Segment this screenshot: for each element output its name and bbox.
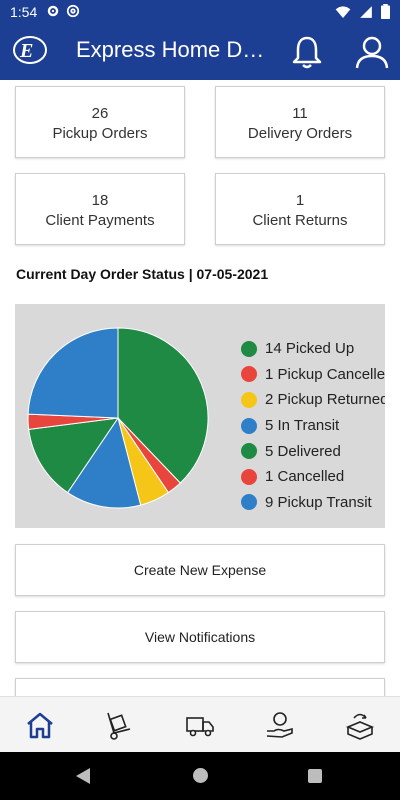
- legend-dot: [241, 468, 257, 485]
- section-title: Current Day Order Status | 07-05-2021: [16, 266, 269, 282]
- user-icon[interactable]: [354, 34, 390, 70]
- gear-icon: [47, 5, 59, 17]
- status-bar: 1:54: [0, 0, 400, 24]
- legend-label: 5 Delivered: [265, 442, 341, 460]
- card-count: 1: [295, 192, 305, 209]
- logo-icon[interactable]: E: [12, 32, 48, 68]
- battery-icon: [381, 4, 390, 19]
- card-label: Pickup Orders: [52, 125, 148, 142]
- legend-item-2: 2 Pickup Returned: [241, 387, 385, 413]
- legend-item-1: 1 Pickup Cancelled: [241, 362, 385, 388]
- legend-label: 1 Pickup Cancelled: [265, 365, 385, 383]
- order-status-chart: 14 Picked Up 1 Pickup Cancelled 2 Pickup R…: [15, 304, 385, 528]
- view-notifications-button[interactable]: View Notifications: [15, 611, 385, 663]
- legend-item-5: 1 Cancelled: [241, 464, 385, 490]
- payment-icon[interactable]: [264, 709, 296, 741]
- recents-icon[interactable]: [308, 769, 322, 783]
- status-time: 1:54: [10, 4, 38, 20]
- app-title: Express Home Delivery: [76, 37, 276, 62]
- legend-dot: [241, 391, 257, 408]
- legend-label: 14 Picked Up: [265, 340, 355, 358]
- delivery-orders-card[interactable]: 11 Delivery Orders: [215, 86, 385, 158]
- bell-icon[interactable]: [290, 34, 324, 70]
- legend-label: 9 Pickup Transit: [265, 493, 372, 511]
- card-count: 11: [292, 105, 308, 122]
- back-icon[interactable]: [76, 768, 90, 784]
- signal-icon: [360, 5, 372, 18]
- svg-text:E: E: [19, 40, 33, 62]
- legend-item-4: 5 Delivered: [241, 438, 385, 464]
- legend-dot: [241, 340, 257, 357]
- pie-slice-3: [66, 416, 142, 509]
- hand-truck-icon[interactable]: [104, 709, 136, 741]
- legend-dot: [241, 366, 257, 383]
- at-icon: [66, 4, 80, 18]
- wifi-icon: [335, 5, 351, 18]
- legend-dot: [241, 443, 257, 460]
- system-navigation-bar: [0, 752, 400, 800]
- create-expense-button[interactable]: Create New Expense: [15, 544, 385, 596]
- card-count: 18: [91, 192, 109, 209]
- bottom-navigation: [0, 696, 400, 753]
- home-button-icon[interactable]: [193, 768, 208, 783]
- legend-item-3: 5 In Transit: [241, 413, 385, 439]
- pie-slice-6: [27, 327, 119, 419]
- chart-legend: 14 Picked Up 1 Pickup Cancelled 2 Pickup R…: [241, 336, 385, 515]
- pie-slice-0: [117, 327, 209, 484]
- card-label: Client Payments: [45, 212, 155, 229]
- pickup-orders-card[interactable]: 26 Pickup Orders: [15, 86, 185, 158]
- legend-dot: [241, 494, 257, 511]
- app-bar: E Express Home Delivery: [0, 24, 400, 80]
- pie-chart: [27, 327, 209, 509]
- legend-label: 5 In Transit: [265, 417, 340, 435]
- card-label: Client Returns: [252, 212, 348, 229]
- legend-item-6: 9 Pickup Transit: [241, 490, 385, 516]
- client-payments-card[interactable]: 18 Client Payments: [15, 173, 185, 245]
- delivery-truck-icon[interactable]: [184, 709, 216, 741]
- legend-dot: [241, 417, 257, 434]
- card-label: Delivery Orders: [247, 125, 353, 142]
- home-icon[interactable]: [24, 709, 56, 741]
- legend-label: 2 Pickup Returned: [265, 391, 385, 409]
- client-returns-card[interactable]: 1 Client Returns: [215, 173, 385, 245]
- legend-item-0: 14 Picked Up: [241, 336, 385, 362]
- returns-icon[interactable]: [344, 709, 376, 741]
- card-count: 26: [91, 105, 109, 122]
- pie-slice-4: [28, 417, 120, 494]
- legend-label: 1 Cancelled: [265, 468, 345, 486]
